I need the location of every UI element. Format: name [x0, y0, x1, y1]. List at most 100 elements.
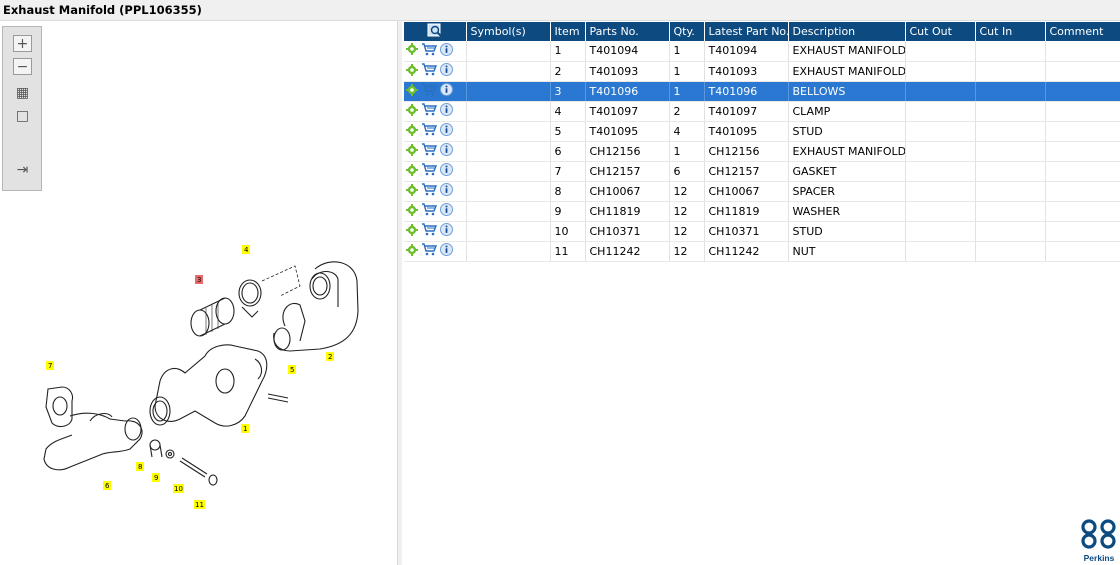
callout-10[interactable]: 10 [173, 484, 184, 493]
diagram-pane[interactable]: + − ▦ □ ⇥ [0, 21, 397, 565]
cart-icon[interactable] [421, 123, 438, 139]
cell-latest-part-no: CH12157 [704, 161, 789, 182]
svg-text:3: 3 [197, 276, 201, 284]
callout-8[interactable]: 8 [136, 462, 144, 471]
column-header-comment[interactable]: Comment [1045, 22, 1120, 41]
zoom-out-button[interactable]: − [13, 58, 32, 75]
svg-text:9: 9 [154, 474, 158, 482]
info-icon[interactable] [440, 123, 453, 139]
gear-icon[interactable] [406, 63, 418, 79]
table-header-row: Symbol(s) Item Parts No. Qty. Latest Par… [404, 22, 1120, 41]
zoom-in-button[interactable]: + [13, 35, 32, 52]
column-header-item[interactable]: Item [550, 22, 586, 41]
pane-splitter[interactable] [397, 21, 402, 565]
gear-icon[interactable] [406, 223, 418, 239]
callout-5[interactable]: 5 [288, 365, 296, 374]
column-header-qty[interactable]: Qty. [669, 22, 705, 41]
cart-icon[interactable] [421, 163, 438, 179]
column-header-cut-in[interactable]: Cut In [975, 22, 1046, 41]
info-icon[interactable] [440, 143, 453, 159]
cell-comment [1045, 221, 1120, 242]
fit-all-button[interactable]: ▦ [13, 84, 32, 101]
grid-icon: ▦ [15, 84, 30, 101]
callout-6[interactable]: 6 [103, 481, 111, 490]
info-icon[interactable] [440, 103, 453, 119]
table-row[interactable]: 6 CH12156 1 CH12156 EXHAUST MANIFOLD [404, 141, 1120, 162]
cell-latest-part-no: CH10371 [704, 221, 789, 242]
info-icon[interactable] [440, 83, 453, 99]
callout-11[interactable]: 11 [194, 500, 205, 509]
column-header-parts-no[interactable]: Parts No. [585, 22, 670, 41]
info-icon[interactable] [440, 203, 453, 219]
table-row[interactable]: 1 T401094 1 T401094 EXHAUST MANIFOLD [404, 41, 1120, 62]
svg-text:7: 7 [48, 362, 52, 370]
cart-icon[interactable] [421, 183, 438, 199]
cell-comment [1045, 61, 1120, 82]
window-title: Exhaust Manifold (PPL106355) [0, 0, 1120, 21]
callout-4[interactable]: 4 [242, 245, 250, 254]
info-icon[interactable] [440, 63, 453, 79]
row-actions [404, 141, 467, 162]
callout-9[interactable]: 9 [152, 473, 160, 482]
info-icon[interactable] [440, 163, 453, 179]
table-row[interactable]: 10 CH10371 12 CH10371 STUD [404, 221, 1120, 242]
cart-icon[interactable] [421, 103, 438, 119]
cart-icon[interactable] [421, 43, 438, 59]
gear-icon[interactable] [406, 123, 418, 139]
cart-icon[interactable] [421, 243, 438, 259]
info-icon[interactable] [440, 243, 453, 259]
info-icon[interactable] [440, 223, 453, 239]
cart-icon[interactable] [421, 203, 438, 219]
gear-icon[interactable] [406, 83, 418, 99]
callout-1[interactable]: 1 [241, 424, 249, 433]
cell-cut-in [975, 121, 1046, 142]
cart-icon[interactable] [421, 63, 438, 79]
callout-7[interactable]: 7 [46, 361, 54, 370]
table-row[interactable]: 11 CH11242 12 CH11242 NUT [404, 241, 1120, 262]
fit-page-button[interactable]: □ [13, 107, 32, 124]
cell-qty: 1 [669, 141, 705, 162]
viewer-toolbar: + − ▦ □ ⇥ [2, 26, 42, 191]
cell-part-no: T401094 [585, 41, 670, 62]
table-row[interactable]: 8 CH10067 12 CH10067 SPACER [404, 181, 1120, 202]
gear-icon[interactable] [406, 103, 418, 119]
cell-cut-in [975, 41, 1046, 62]
gear-icon[interactable] [406, 163, 418, 179]
info-icon[interactable] [440, 42, 453, 59]
gear-icon[interactable] [406, 43, 418, 58]
perkins-logo-text: Perkins [1083, 553, 1115, 563]
cell-item: 6 [550, 141, 586, 162]
table-row[interactable]: 2 T401093 1 T401093 EXHAUST MANIFOLD [404, 61, 1120, 82]
column-header-latest-part-no[interactable]: Latest Part No. [704, 22, 789, 41]
callout-3[interactable]: 3 [195, 275, 203, 284]
cart-icon[interactable] [421, 143, 438, 159]
table-row[interactable]: 9 CH11819 12 CH11819 WASHER [404, 201, 1120, 222]
column-header-search[interactable] [404, 22, 467, 41]
table-row[interactable]: 3 T401096 1 T401096 BELLOWS [404, 81, 1120, 102]
gear-icon[interactable] [406, 203, 418, 219]
gear-icon[interactable] [406, 143, 418, 159]
info-icon[interactable] [440, 183, 453, 199]
search-table-icon[interactable] [427, 23, 443, 37]
cart-icon[interactable] [421, 83, 438, 99]
cell-item: 5 [550, 121, 586, 142]
export-button[interactable]: ⇥ [13, 161, 32, 178]
svg-text:2: 2 [328, 353, 332, 361]
cell-cut-out [905, 81, 976, 102]
cell-cut-out [905, 41, 976, 62]
cell-cut-out [905, 201, 976, 222]
column-header-cut-out[interactable]: Cut Out [905, 22, 976, 41]
exploded-parts-drawing[interactable]: 1 2 3 4 5 6 7 8 9 10 11 [0, 201, 397, 561]
cell-item: 8 [550, 181, 586, 202]
gear-icon[interactable] [406, 183, 418, 199]
column-header-description[interactable]: Description [788, 22, 906, 41]
zoom-out-icon: − [16, 58, 29, 75]
table-row[interactable]: 7 CH12157 6 CH12157 GASKET [404, 161, 1120, 182]
callout-2[interactable]: 2 [326, 352, 334, 361]
table-row[interactable]: 5 T401095 4 T401095 STUD [404, 121, 1120, 142]
cell-description: STUD [788, 221, 906, 242]
cart-icon[interactable] [421, 223, 438, 239]
table-row[interactable]: 4 T401097 2 T401097 CLAMP [404, 101, 1120, 122]
column-header-symbols[interactable]: Symbol(s) [466, 22, 551, 41]
gear-icon[interactable] [406, 243, 418, 259]
